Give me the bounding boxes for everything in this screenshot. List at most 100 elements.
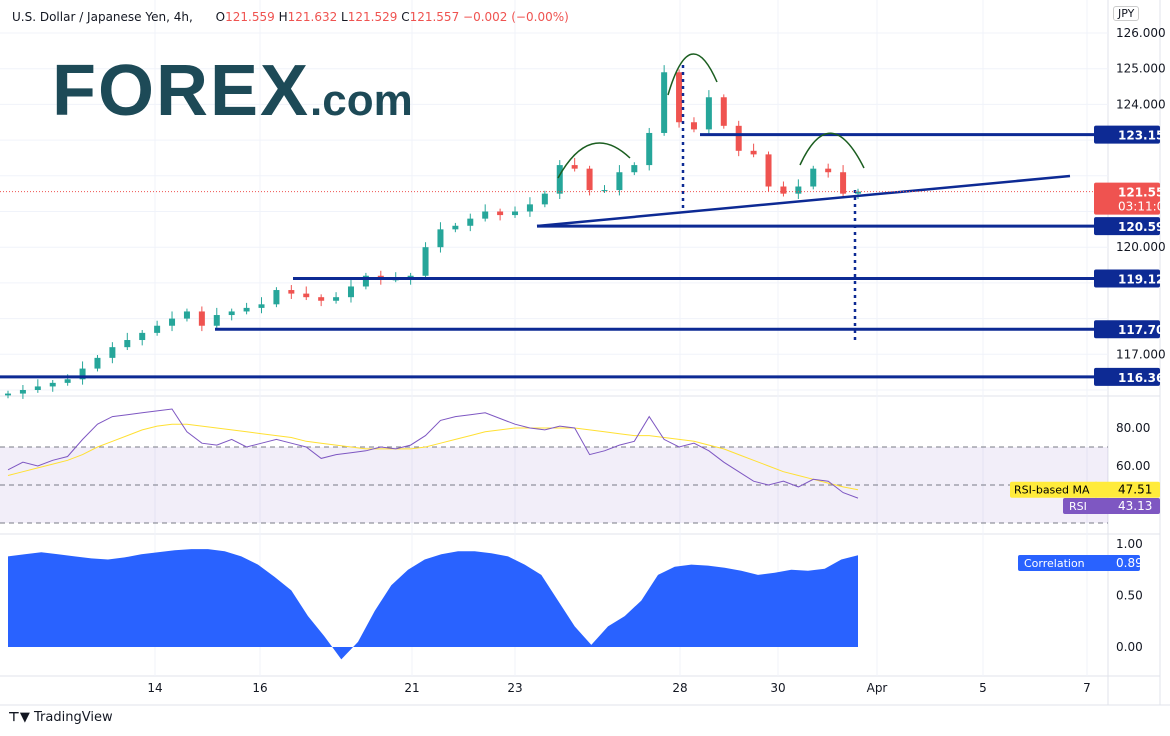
candle-body: [318, 297, 325, 301]
price-level-label: 117.703: [1118, 323, 1170, 337]
rsi-tick-label: 80.00: [1116, 421, 1150, 435]
candle-body: [437, 229, 444, 248]
currency-button[interactable]: JPY: [1113, 6, 1140, 21]
correlation-tick-label: 0.00: [1116, 640, 1143, 654]
head-arc: [667, 53, 718, 96]
candle-body: [183, 311, 190, 319]
price-tick-label: 126.000: [1116, 26, 1166, 40]
candle-body: [541, 193, 548, 205]
time-tick-label: 23: [507, 681, 522, 695]
candle-body: [795, 186, 802, 194]
price-tick-label: 120.000: [1116, 240, 1166, 254]
correlation-name: Correlation: [1024, 557, 1085, 570]
price-level-badge: [1094, 320, 1160, 339]
candle-body: [825, 168, 832, 173]
high-label: H: [278, 10, 288, 24]
candle-body: [601, 190, 608, 192]
price-level-badge: [1094, 367, 1160, 386]
candle-body: [676, 72, 683, 123]
candle-body: [765, 154, 772, 187]
rsi-tick-label: 60.00: [1116, 459, 1150, 473]
candle-body: [94, 357, 101, 369]
candle-body: [243, 307, 250, 312]
legend-header: U.S. Dollar / Japanese Yen, 4h, O121.559…: [12, 10, 569, 24]
correlation-value: 0.89: [1116, 556, 1143, 570]
correlation-tick-label: 1.00: [1116, 537, 1143, 551]
candle-body: [556, 165, 563, 194]
candle-body: [124, 340, 131, 348]
price-tick-label: 125.000: [1116, 62, 1166, 76]
last-price-badge: [1094, 182, 1160, 215]
time-tick-label: 21: [404, 681, 419, 695]
candle-body: [109, 347, 116, 358]
candle-body: [198, 311, 205, 326]
close-label: C: [401, 10, 410, 24]
time-tick-label: 7: [1083, 681, 1091, 695]
open-value: 121.559: [225, 10, 275, 24]
low-value: 121.529: [347, 10, 398, 24]
price-level-label: 116.367: [1118, 371, 1170, 385]
rsi-value-badge: [1094, 498, 1160, 515]
candle-body: [631, 165, 638, 173]
candle-body: [5, 393, 11, 396]
candle-body: [49, 382, 56, 387]
candle-body: [780, 186, 787, 194]
candle-body: [273, 290, 280, 305]
price-level-label: 119.122: [1118, 273, 1170, 287]
price-level-badge: [1094, 217, 1160, 236]
price-tick-label: 124.000: [1116, 97, 1166, 111]
rsi-name-badge: [1063, 498, 1098, 515]
forex-logo: FOREX.com: [52, 51, 413, 131]
candle-body: [571, 165, 578, 169]
candle-body: [169, 318, 176, 326]
rsi-value: 43.13: [1118, 499, 1152, 513]
candle-body: [362, 275, 369, 287]
rsi-ma-name: RSI-based MA: [1014, 484, 1090, 497]
price-level-label: 120.592: [1118, 220, 1170, 234]
correlation-value-badge: [1094, 555, 1140, 571]
candle-body: [512, 211, 519, 216]
candle-body: [288, 290, 295, 294]
candle-body: [855, 191, 861, 194]
candle-body: [422, 247, 429, 276]
candle-body: [258, 304, 265, 308]
candle-body: [154, 325, 161, 333]
candle-body: [586, 168, 593, 191]
neckline-trendline: [536, 174, 1071, 228]
last-price-label: 121.557: [1118, 186, 1170, 200]
tradingview-brand[interactable]: ⊤▼ TradingView: [8, 710, 113, 725]
time-tick-label: 5: [979, 681, 987, 695]
candle-body: [213, 315, 220, 326]
candle-body: [735, 125, 742, 151]
correlation-name-badge: [1018, 555, 1098, 571]
left-shoulder-arc: [557, 142, 631, 179]
candle-body: [34, 386, 41, 390]
candle-body: [720, 97, 727, 126]
price-level-badge: [1094, 269, 1160, 288]
candle-body: [810, 168, 817, 187]
time-tick-label: 14: [147, 681, 162, 695]
candle-body: [750, 150, 757, 155]
candle-body: [705, 97, 712, 130]
time-tick-label: 30: [770, 681, 785, 695]
candle-body: [19, 390, 26, 394]
candle-body: [482, 211, 489, 219]
candle-body: [452, 225, 459, 230]
candle-body: [347, 286, 354, 298]
countdown-label: 03:11:04: [1118, 200, 1170, 214]
correlation-area: [8, 549, 858, 660]
candle-body: [333, 297, 340, 301]
candle-body: [690, 122, 697, 130]
tradingview-logo-icon: ⊤▼: [8, 710, 30, 725]
price-tick-label: 117.000: [1116, 347, 1166, 361]
price-level-label: 123.152: [1118, 129, 1170, 143]
candle-body: [467, 218, 474, 226]
rsi-line: [7, 408, 859, 499]
candle-body: [228, 311, 235, 316]
close-value: 121.557: [409, 10, 460, 24]
candle-body: [646, 132, 653, 166]
time-tick-label: 16: [252, 681, 267, 695]
candle-body: [526, 204, 533, 212]
low-label: L: [341, 10, 348, 24]
